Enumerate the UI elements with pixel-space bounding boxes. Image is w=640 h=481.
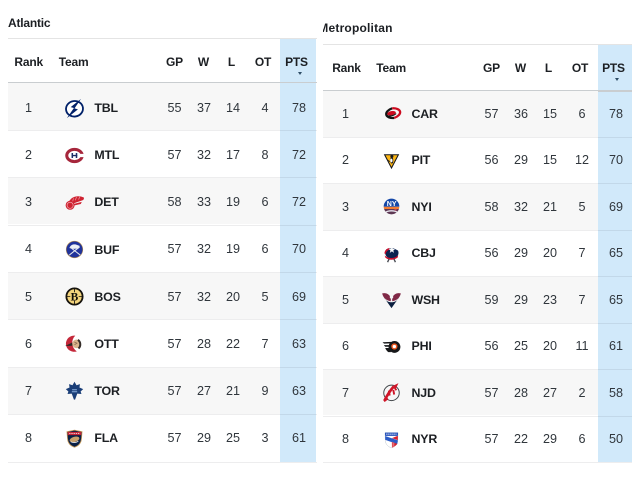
svg-text:B: B (71, 292, 79, 304)
svg-text:NY: NY (387, 201, 397, 208)
